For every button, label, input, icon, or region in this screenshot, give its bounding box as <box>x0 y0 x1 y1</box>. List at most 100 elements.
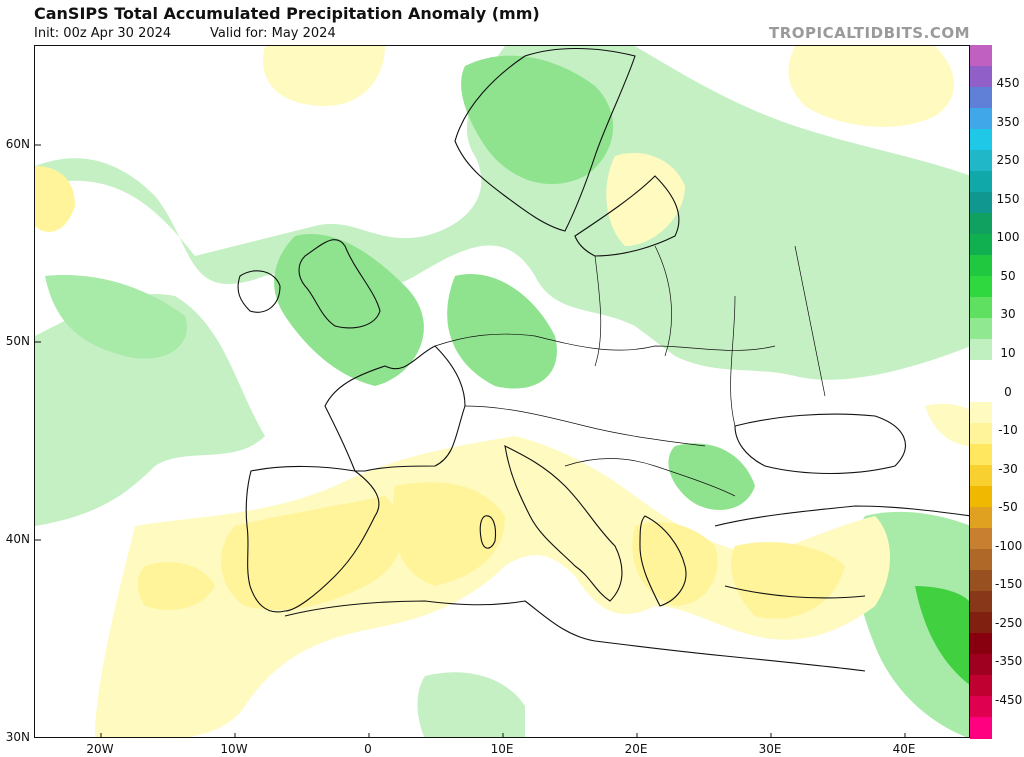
color-bar-label: 250 <box>996 153 1020 168</box>
coastline-greece <box>639 515 687 607</box>
color-bar-swatch <box>970 360 992 382</box>
color-bar-swatch <box>970 192 992 214</box>
borders <box>434 245 826 497</box>
border-line <box>564 458 736 497</box>
border-line <box>594 245 672 367</box>
color-bar-swatch <box>970 45 992 67</box>
color-bar-label: -10 <box>998 423 1018 438</box>
coastlines <box>237 48 969 672</box>
green-region <box>447 274 557 389</box>
color-bar-swatch <box>970 66 992 88</box>
yellow-region <box>263 46 385 106</box>
color-bar-swatch <box>970 150 992 172</box>
color-bar-swatch <box>970 654 992 676</box>
yellow-region <box>95 436 890 737</box>
yellow-region <box>731 542 845 619</box>
yellow-region <box>35 166 75 232</box>
color-bar-label: -450 <box>995 693 1023 707</box>
yellow-region <box>925 403 969 446</box>
lon-label-10e: 10E <box>490 742 514 756</box>
green-region <box>915 586 969 685</box>
color-bar-label: -150 <box>995 577 1023 592</box>
color-bar-label: 100 <box>996 230 1020 245</box>
lat-label-30n: 30N <box>5 730 30 744</box>
yellow-region <box>606 152 685 246</box>
yellow-region <box>392 482 505 586</box>
color-bar-swatch <box>970 696 992 718</box>
lat-label-50n: 50N <box>5 334 30 348</box>
coastline-britain <box>298 239 381 329</box>
color-bar-swatch <box>970 87 992 109</box>
yellow-region <box>632 522 718 606</box>
color-bar-swatch <box>970 633 992 655</box>
coastline-north-africa <box>284 600 866 672</box>
lon-label-10w: 10W <box>220 742 248 756</box>
green-region <box>45 275 187 359</box>
lon-label-20e: 20E <box>624 742 648 756</box>
green-region <box>461 55 614 185</box>
map-panel <box>34 45 970 738</box>
green-region <box>668 443 755 510</box>
color-bar-swatch <box>970 591 992 613</box>
color-bar-swatch <box>970 318 992 340</box>
wet-anomaly-regions <box>35 46 969 737</box>
color-bar-swatch <box>970 381 992 403</box>
green-region <box>417 672 525 737</box>
color-bar-label: -100 <box>995 538 1023 553</box>
coastline-ireland <box>237 270 281 313</box>
lon-label-0: 0 <box>364 742 372 756</box>
lat-label-40n: 40N <box>5 532 30 546</box>
color-bar-swatch <box>970 339 992 361</box>
color-bar-swatch <box>970 549 992 571</box>
lon-label-30e: 30E <box>758 742 782 756</box>
color-bar-swatch <box>970 528 992 550</box>
chart-title: CanSIPS Total Accumulated Precipitation … <box>34 4 540 23</box>
lon-label-20w: 20W <box>86 742 114 756</box>
color-bar-swatch <box>970 444 992 466</box>
color-bar-swatch <box>970 255 992 277</box>
border-line <box>434 333 776 351</box>
green-region <box>274 234 424 386</box>
color-bar-swatch <box>970 108 992 130</box>
coastline-turkey <box>714 505 969 599</box>
brand-watermark: TROPICALTIDBITS.COM <box>769 24 970 42</box>
coastline-black-sea <box>734 413 906 475</box>
color-bar-swatch <box>970 402 992 424</box>
green-region <box>35 46 969 380</box>
color-bar-swatch <box>970 423 992 445</box>
color-bar-label: -250 <box>995 615 1023 630</box>
yellow-region <box>137 562 215 610</box>
color-bar-label: 50 <box>1000 268 1016 283</box>
color-bar-swatch <box>970 297 992 319</box>
color-bar-label: 0 <box>1004 384 1012 399</box>
precipitation-map <box>35 46 969 737</box>
color-bar-swatch <box>970 486 992 508</box>
color-bar-label: -50 <box>998 500 1018 515</box>
color-bar-swatch <box>970 717 992 739</box>
color-bar-swatch <box>970 570 992 592</box>
color-bar-label: 10 <box>1000 345 1016 360</box>
yellow-region <box>221 496 403 610</box>
dry-anomaly-regions <box>35 46 969 737</box>
border-line <box>464 405 706 447</box>
color-bar-swatch <box>970 675 992 697</box>
color-bar-swatch <box>970 465 992 487</box>
lat-label-60n: 60N <box>5 137 30 151</box>
color-bar-swatch <box>970 612 992 634</box>
coastline-sardinia <box>479 515 497 549</box>
color-bar-swatch <box>970 213 992 235</box>
valid-time: Valid for: May 2024 <box>210 26 336 41</box>
init-time: Init: 00z Apr 30 2024 <box>34 26 172 41</box>
graticule-ticks <box>35 144 906 737</box>
lon-label-40e: 40E <box>892 742 916 756</box>
color-bar-label: -350 <box>995 654 1023 669</box>
color-bar-swatch <box>970 129 992 151</box>
color-bar-swatch <box>970 276 992 298</box>
color-bar-label: -30 <box>998 461 1018 476</box>
coastline-baltic <box>574 175 680 257</box>
border-line <box>730 245 826 427</box>
color-bar-swatch <box>970 507 992 529</box>
color-bar-label: 30 <box>1000 307 1016 322</box>
coastline-italy <box>504 445 623 602</box>
color-bar <box>970 45 992 739</box>
